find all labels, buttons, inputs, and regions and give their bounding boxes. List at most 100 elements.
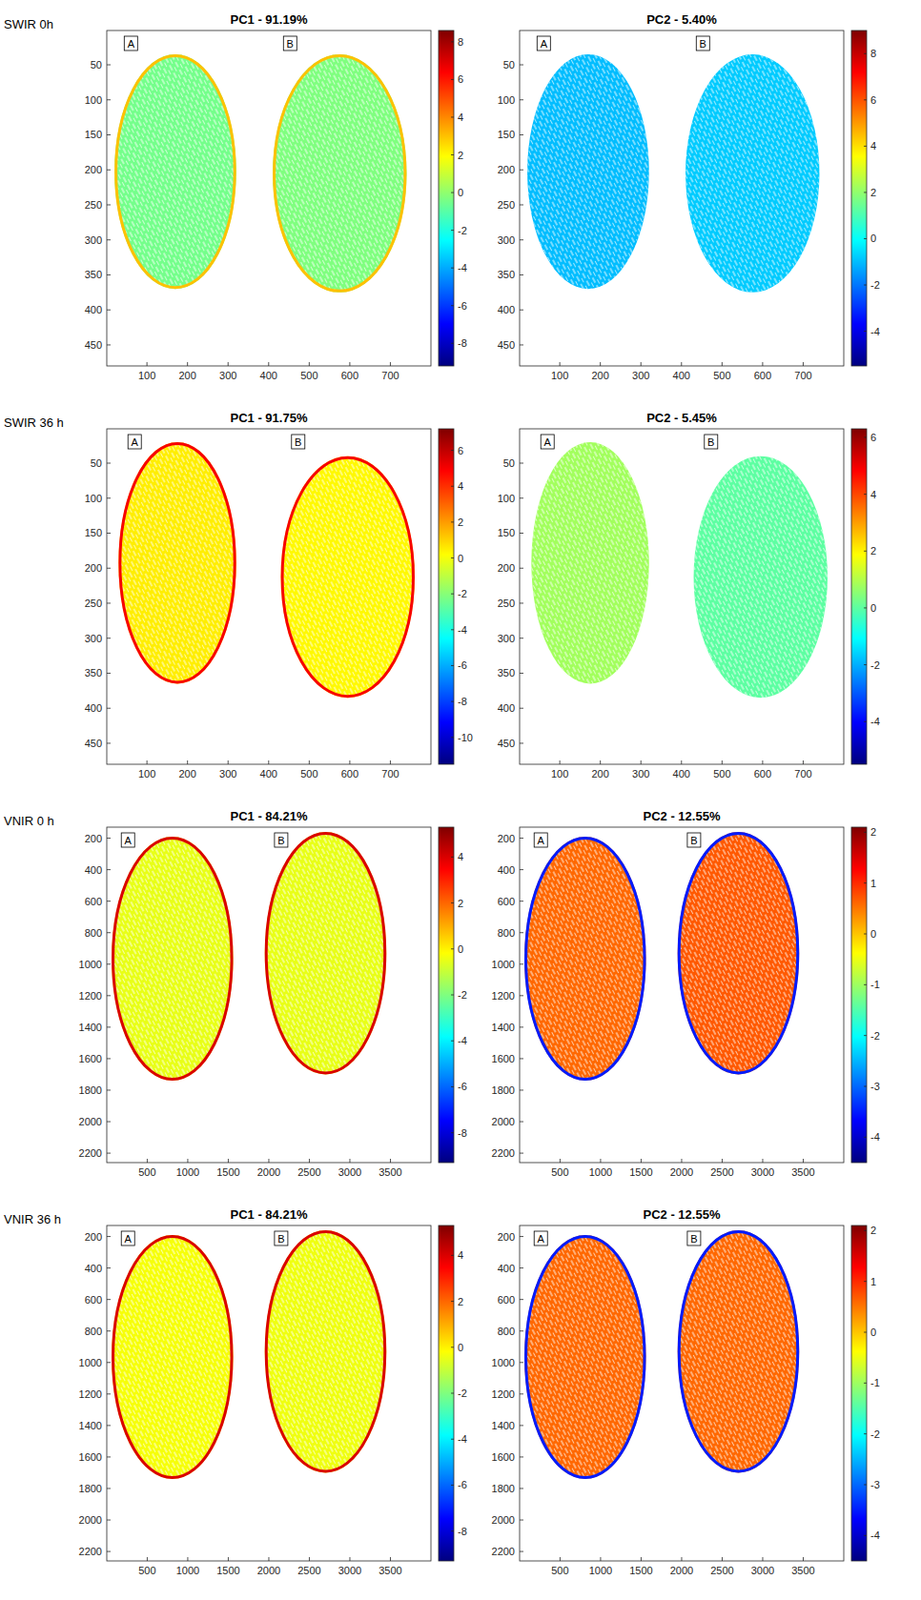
colorbar-tick-label: -4 [870,1530,881,1542]
colorbar [851,429,867,765]
y-tick [519,708,524,710]
grain-texture [272,54,407,293]
colorbar-tick-label: -2 [457,225,468,237]
y-tick [106,1362,111,1364]
panel-title: PC2 - 5.45% [646,410,717,426]
sample-label-box [274,833,288,848]
axes-frame [106,1226,431,1562]
y-tick [106,1268,111,1269]
colorbar-tick-label: 4 [457,851,464,863]
x-tick-label: 3500 [791,1166,815,1179]
colorbar-tick [863,285,867,287]
y-tick-label: 400 [84,1263,103,1275]
y-tick-label: 1800 [491,1084,515,1097]
colorbar [851,1226,867,1562]
colorbar-tick-label: -8 [457,1526,468,1538]
y-tick [519,274,524,276]
panel-title: PC1 - 84.21% [230,809,308,824]
x-tick-label: 2000 [257,1166,281,1179]
x-tick-label: 400 [260,369,278,382]
x-tick [389,1557,391,1562]
y-tick-label: 2000 [79,1514,103,1527]
y-tick [106,344,111,346]
colorbar-tick [450,1439,454,1441]
colorbar-tick [863,330,867,332]
colorbar [851,827,867,1164]
sample-label-box [127,434,142,450]
colorbar-tick-label: -2 [457,1388,468,1400]
sample-label: A [537,835,546,847]
sample-rim [266,833,386,1073]
colorbar-tick [450,486,454,488]
plot-area [106,429,431,765]
x-tick [348,1159,350,1164]
y-tick [519,463,524,465]
y-tick-label: 50 [503,59,515,71]
x-tick [389,760,391,765]
x-tick [559,1557,561,1562]
y-tick [106,932,111,934]
x-tick [308,1557,310,1562]
sample-label-box [536,36,551,51]
y-tick [519,637,524,639]
y-tick [519,1552,524,1554]
x-tick [761,362,763,367]
x-tick [348,760,350,765]
colorbar-tick [863,551,867,553]
y-tick-label: 250 [84,597,103,610]
y-tick [106,1236,111,1238]
y-tick-label: 300 [84,234,103,246]
y-tick [519,532,524,534]
y-tick-label: 200 [497,562,515,574]
panel-title: PC2 - 12.55% [643,809,721,824]
colorbar-tick [863,99,867,101]
panel: PC2 - 5.40%AB100200300400500600700501001… [497,12,881,382]
y-tick [106,637,111,639]
colorbar-tick [863,1281,867,1283]
y-tick [106,64,111,66]
y-tick-label: 800 [84,927,103,940]
x-tick-label: 700 [794,369,812,382]
colorbar-tick-label: -4 [870,326,881,338]
y-tick-label: 300 [497,633,515,645]
x-tick [680,760,682,765]
x-tick [761,760,763,765]
y-tick [519,995,524,997]
x-tick-label: 500 [551,1565,569,1577]
x-tick [802,1159,804,1164]
colorbar-tick-label: 8 [457,36,464,48]
y-tick-label: 350 [84,268,103,281]
axes-frame [519,827,844,1164]
plot-area [106,1226,431,1562]
y-tick-label: 1800 [491,1483,515,1495]
x-tick-label: 100 [138,768,156,780]
colorbar-tick [450,736,454,738]
x-tick-label: 600 [754,768,772,780]
grain-texture [111,837,234,1082]
colorbar-tick-label: 0 [870,928,877,941]
sample-rim [113,838,233,1080]
y-tick [519,204,524,205]
x-tick-label: 1500 [216,1565,240,1577]
colorbar-tick-label: -8 [457,695,468,708]
x-tick-label: 200 [179,768,197,780]
panel-title: PC2 - 5.40% [646,12,717,27]
grain-texture [685,54,819,293]
figure: PC1 - 91.19%SWIR 0hAB1002003004005006007… [0,0,921,1600]
y-tick [106,99,111,101]
y-tick [519,1236,524,1238]
y-tick-label: 100 [84,492,103,505]
colorbar-tick-label: -3 [870,1081,881,1093]
x-tick [761,1159,763,1164]
x-tick [227,362,229,367]
y-tick [106,1330,111,1332]
x-tick-label: 200 [179,369,197,382]
colorbar [438,30,454,367]
colorbar-tick-label: 1 [870,878,877,890]
colorbar-tick [863,145,867,147]
x-tick [227,1159,229,1164]
plot-area [519,30,844,367]
sample-label-box [121,833,135,848]
sample-label-box [704,434,718,450]
x-tick-label: 500 [138,1166,156,1179]
